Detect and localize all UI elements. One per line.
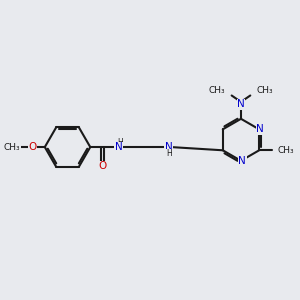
- Text: H: H: [117, 138, 123, 147]
- Text: CH₃: CH₃: [208, 86, 225, 95]
- Text: H: H: [166, 149, 172, 158]
- Text: N: N: [115, 142, 123, 152]
- Text: O: O: [98, 161, 106, 171]
- Text: CH₃: CH₃: [278, 146, 294, 155]
- Text: N: N: [238, 156, 246, 167]
- Text: N: N: [256, 124, 264, 134]
- Text: N: N: [164, 142, 172, 152]
- Text: O: O: [28, 142, 37, 152]
- Text: CH₃: CH₃: [257, 86, 273, 95]
- Text: CH₃: CH₃: [4, 142, 20, 152]
- Text: N: N: [237, 99, 245, 109]
